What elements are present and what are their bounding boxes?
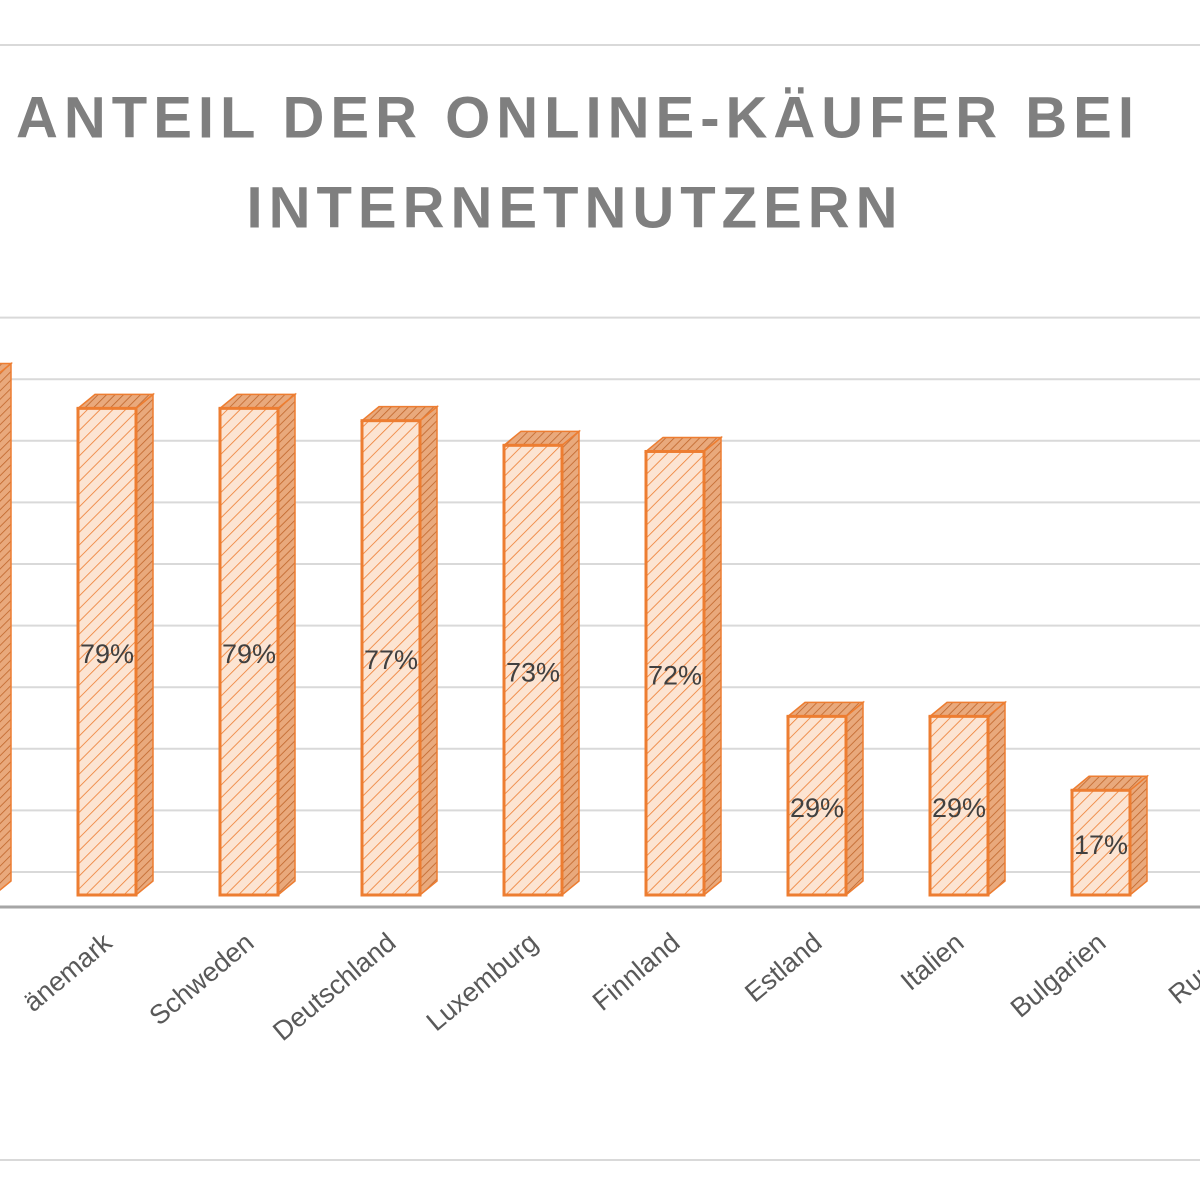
bar-front (360, 419, 422, 897)
bar (785, 700, 866, 897)
bar-front (928, 714, 990, 897)
bar-front (1070, 788, 1132, 897)
bar-side (987, 700, 1006, 897)
bar (927, 700, 1008, 897)
bar (217, 392, 298, 897)
bar (359, 405, 440, 897)
bar-front (218, 406, 280, 897)
x-tick-label: Italien (895, 927, 969, 996)
bar (75, 392, 156, 897)
bar-front (644, 449, 706, 897)
bar (643, 435, 724, 897)
bar-front (76, 406, 138, 897)
data-label: 17% (1074, 830, 1128, 860)
bar (0, 361, 14, 892)
bar-side (703, 435, 722, 897)
data-label: 77% (364, 645, 418, 675)
bar-side (0, 361, 12, 892)
bar-front (502, 443, 564, 897)
chart-title: ANTEIL DER ONLINE-KÄUFER BEI (16, 85, 1140, 150)
x-tick-label: Finnland (587, 927, 686, 1017)
bar-top (0, 362, 14, 374)
data-label: 73% (506, 657, 560, 687)
bar-side (561, 429, 580, 897)
data-label: 79% (80, 639, 134, 669)
bar-side (845, 700, 864, 897)
x-tick-label: Bulgarien (1005, 927, 1112, 1023)
x-tick-label: Estland (739, 927, 827, 1008)
x-tick-label: Deutschland (267, 927, 401, 1046)
x-tick-label: änemark (18, 927, 118, 1018)
bar-side (135, 392, 154, 897)
data-label: 29% (790, 793, 844, 823)
bar-side (419, 405, 438, 897)
x-tick-label: Rumäni (1163, 927, 1200, 1010)
bar-side (1129, 774, 1148, 897)
bar-front (786, 714, 848, 897)
chart-title: INTERNETNUTZERN (246, 175, 903, 240)
bar-side (277, 392, 296, 897)
data-label: 72% (648, 660, 702, 690)
x-tick-label: Luxemburg (421, 927, 544, 1037)
x-tick-label: Schweden (144, 927, 260, 1031)
data-label: 29% (932, 793, 986, 823)
data-label: 79% (222, 639, 276, 669)
bar (1069, 774, 1150, 897)
bar (501, 429, 582, 897)
